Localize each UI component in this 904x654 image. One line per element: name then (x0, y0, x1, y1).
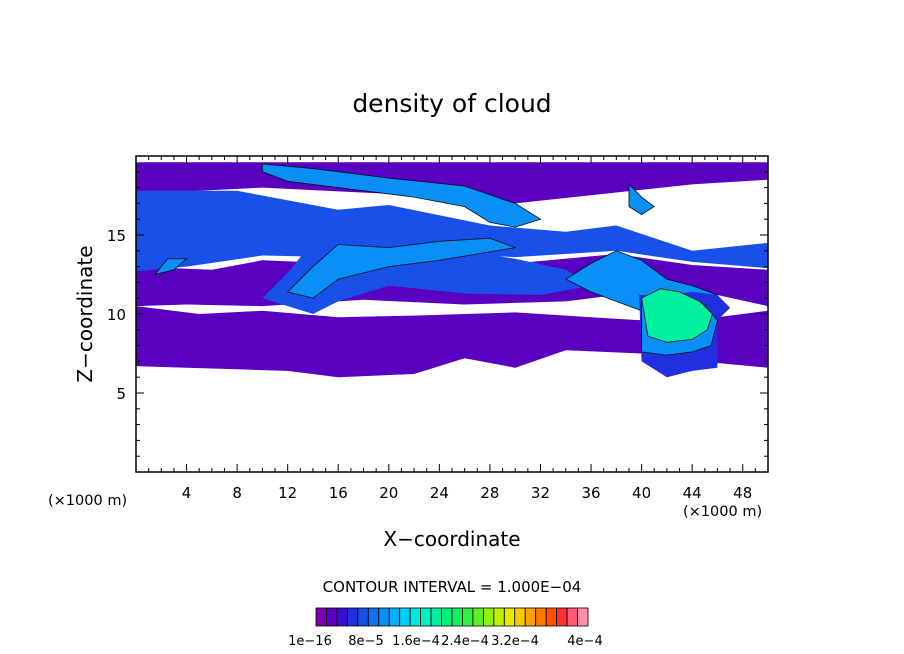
colorbar-label: 1.6e−4 (392, 634, 440, 649)
colorbar-swatch (420, 607, 432, 627)
colorbar-swatch (556, 607, 568, 627)
x-tick-label: 32 (531, 484, 550, 502)
colorbar-label: 4e−4 (567, 634, 602, 649)
contour-interval-label: CONTOUR INTERVAL = 1.000E−04 (323, 578, 582, 596)
colorbar-swatch (409, 607, 422, 627)
cloud-region-9 (153, 258, 188, 276)
colorbar-swatch (326, 607, 338, 627)
colorbar-swatch (336, 607, 348, 627)
x-tick-label: 48 (733, 484, 752, 502)
cloud-region-3 (136, 306, 768, 378)
colorbar (315, 607, 589, 627)
x-tick-label: 40 (632, 484, 651, 502)
colorbar-swatch (472, 607, 484, 627)
cloud-region-4 (136, 190, 768, 272)
y-axis-ticks: 5 10 15 (107, 171, 768, 457)
x-tick-label: 36 (581, 484, 600, 502)
x-tick-label: 12 (278, 484, 297, 502)
x-tick-label: 16 (329, 484, 348, 502)
x-tick-label: 24 (430, 484, 449, 502)
x-axis-unit-right: (×1000 m) (683, 504, 762, 520)
colorbar-swatch (566, 607, 578, 627)
x-tick-label: 4 (182, 484, 192, 502)
x-axis-label: X−coordinate (383, 527, 520, 551)
x-tick-label: 44 (683, 484, 702, 502)
cloud-density-fill (136, 162, 768, 378)
cloud-region-10 (628, 183, 655, 215)
x-tick-label: 8 (232, 484, 242, 502)
colorbar-swatch (524, 607, 537, 627)
colorbar-swatch (514, 607, 526, 627)
x-axis-ticks: 4 8 12 16 20 24 28 32 36 40 44 48 (148, 156, 756, 502)
x-tick-label: 20 (379, 484, 398, 502)
colorbar-swatch (315, 607, 327, 627)
colorbar-swatch (545, 607, 558, 627)
cloud-region-13 (641, 288, 713, 343)
colorbar-swatch (482, 607, 495, 627)
chart-title: density of cloud (352, 89, 551, 118)
colorbar-swatch (388, 607, 401, 627)
colorbar-swatch (430, 607, 442, 627)
x-tick-label: 28 (480, 484, 499, 502)
cloud-region-7 (286, 237, 517, 299)
colorbar-swatch (378, 607, 390, 627)
x-axis-unit-left: (×1000 m) (48, 493, 127, 509)
y-tick-label: 5 (116, 385, 126, 403)
y-axis-label: Z−coordinate (73, 245, 97, 382)
colorbar-swatch (441, 607, 453, 627)
colorbar-swatch (462, 607, 474, 627)
colorbar-swatch (503, 607, 516, 627)
colorbar-swatch (357, 607, 369, 627)
colorbar-labels: 1e−16 8e−5 1.6e−4 2.4e−4 3.2e−4 4e−4 (288, 634, 603, 649)
colorbar-label: 1e−16 (288, 634, 332, 649)
y-tick-label: 10 (107, 306, 126, 324)
colorbar-swatch (346, 607, 359, 627)
cloud-region-6 (261, 163, 542, 228)
colorbar-swatch (451, 607, 463, 627)
colorbar-swatch (535, 607, 547, 627)
colorbar-label: 8e−5 (348, 634, 383, 649)
colorbar-label: 2.4e−4 (441, 634, 489, 649)
colorbar-swatch (399, 607, 411, 627)
colorbar-swatch (493, 607, 505, 627)
y-tick-label: 15 (107, 227, 126, 245)
colorbar-swatch (367, 607, 380, 627)
colorbar-swatch (577, 607, 589, 627)
colorbar-label: 3.2e−4 (491, 634, 539, 649)
